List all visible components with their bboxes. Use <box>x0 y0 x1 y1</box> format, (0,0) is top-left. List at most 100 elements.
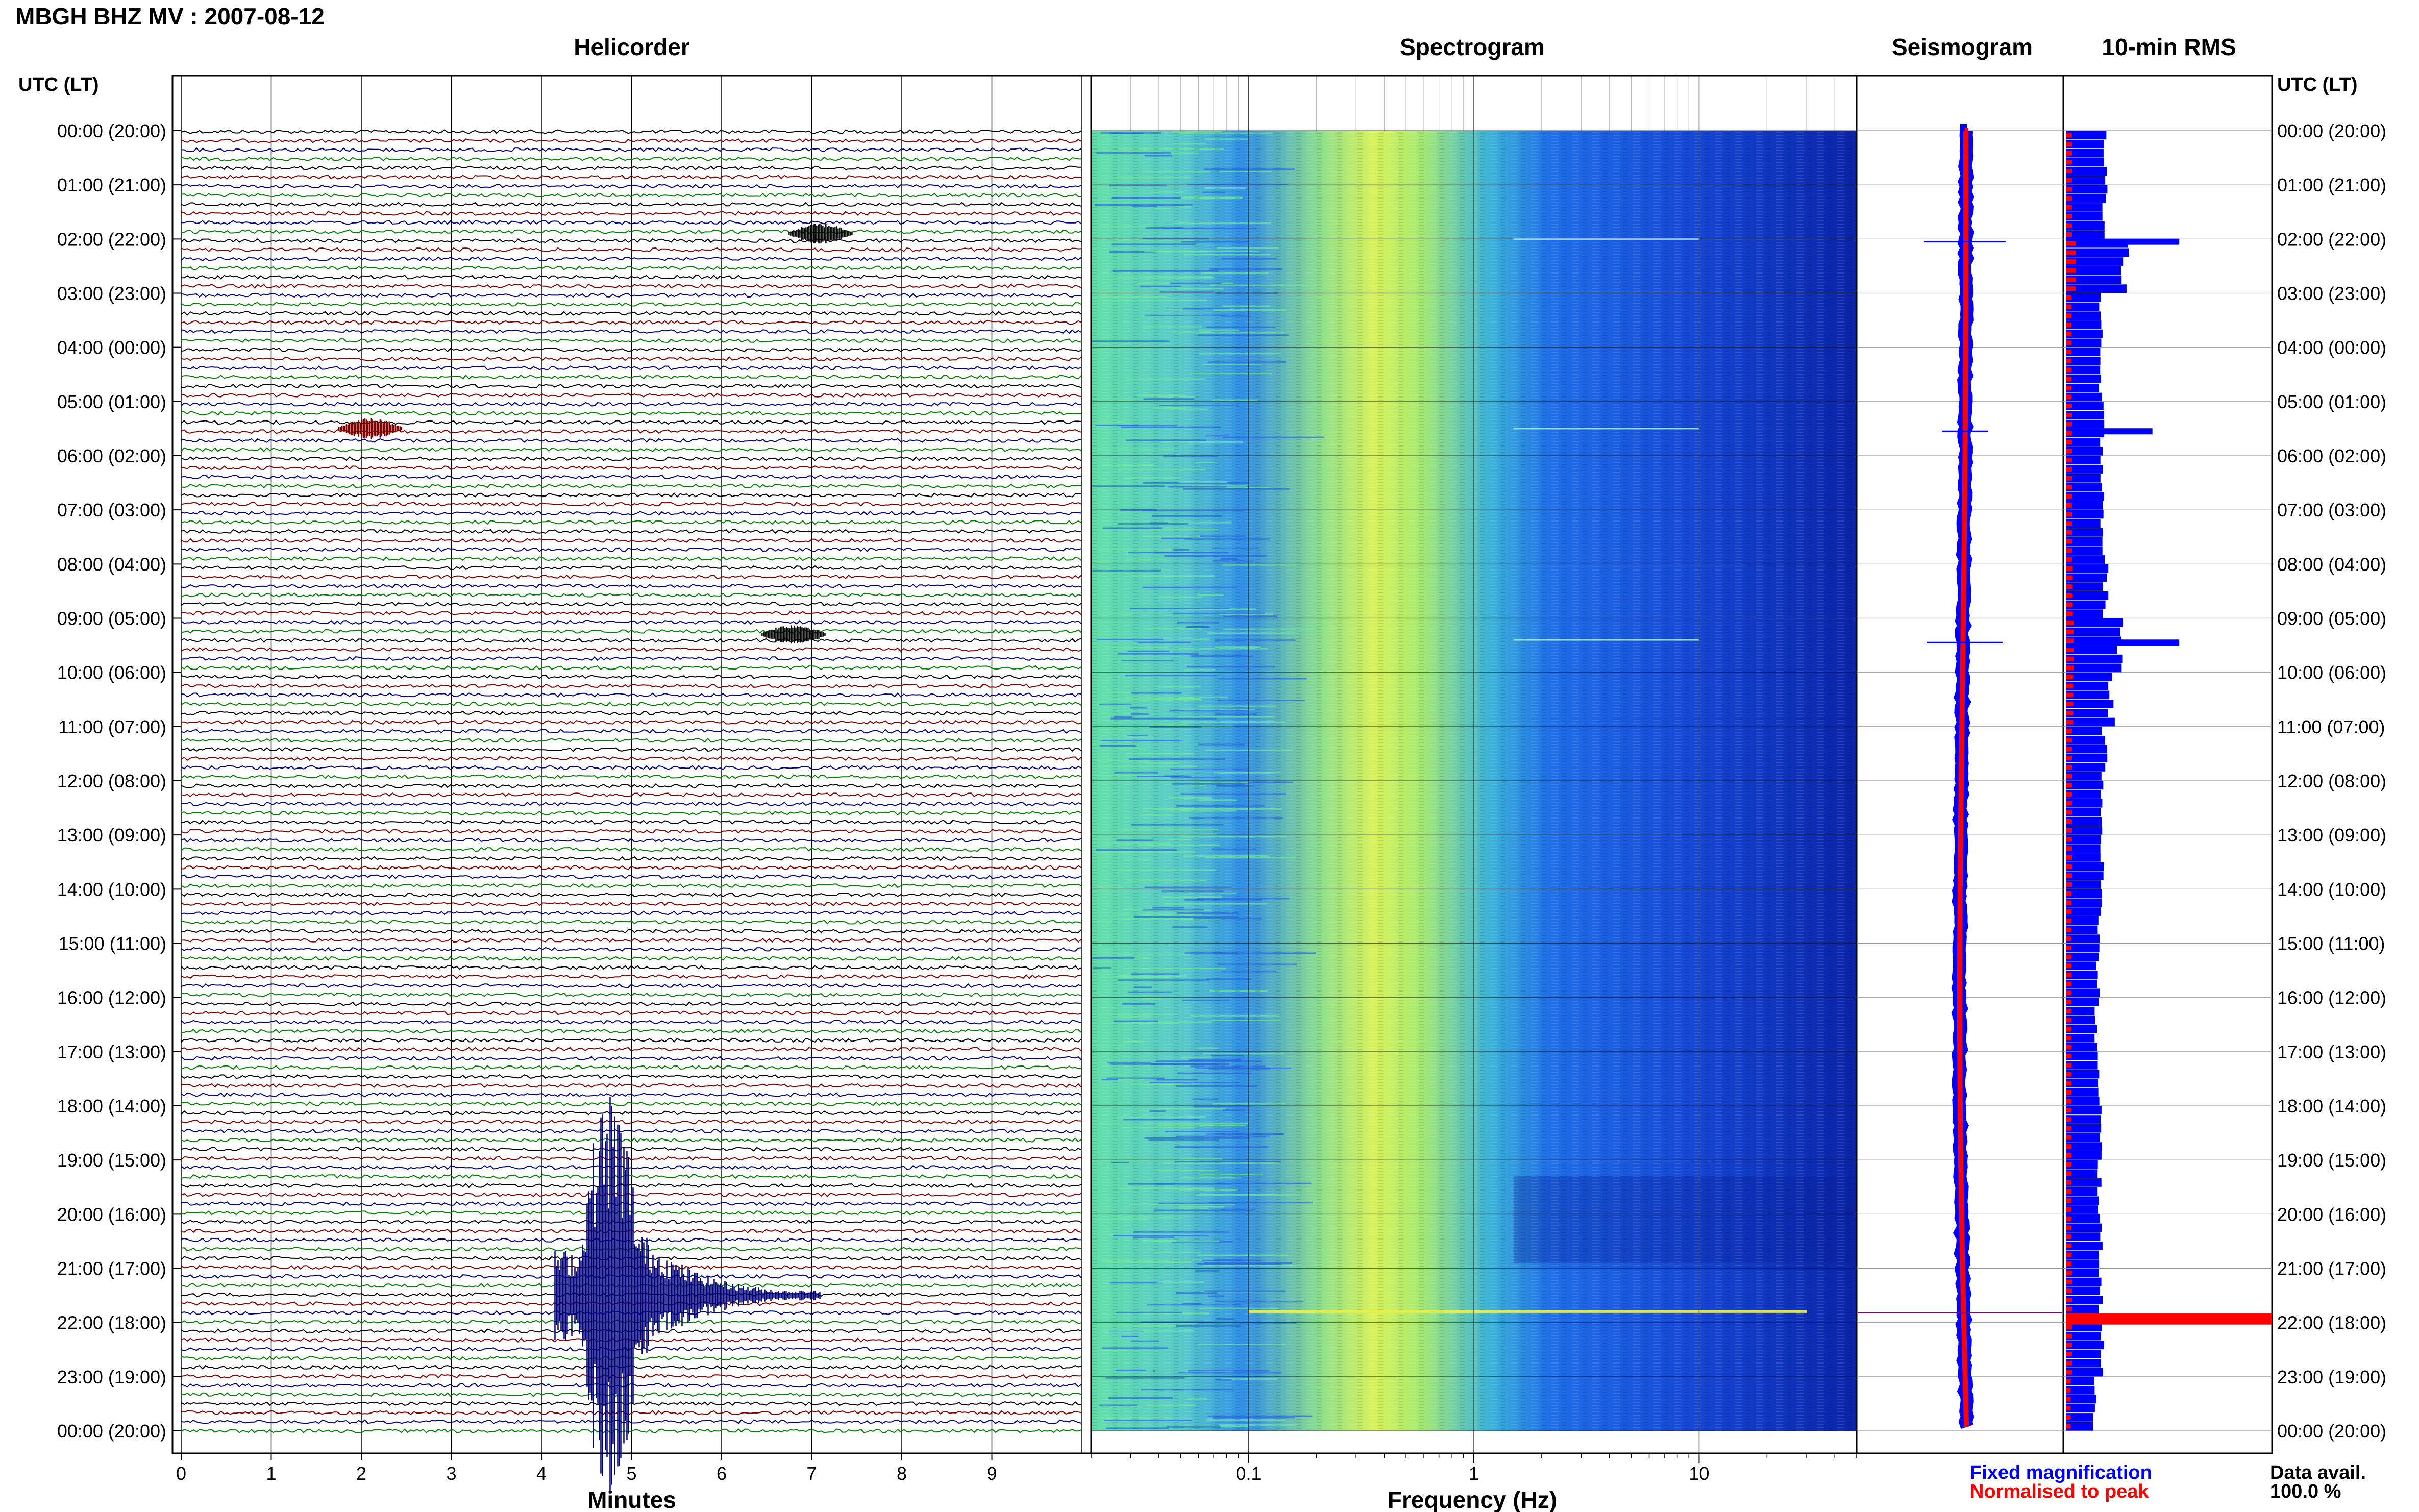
rms-fixed-bar <box>2066 447 2103 456</box>
rms-fixed-bar <box>2066 1196 2099 1205</box>
helicorder-trace <box>181 483 1082 489</box>
rms-fixed-bar <box>2066 510 2104 519</box>
rms-fixed-bar <box>2066 772 2102 781</box>
rms-fixed-bar <box>2066 375 2101 383</box>
helicorder-x-tick-label: 9 <box>986 1463 997 1484</box>
helicorder-trace <box>181 710 1082 716</box>
rms-normalised-bar <box>2066 1189 2071 1194</box>
rms-fixed-bar <box>2066 907 2101 916</box>
helicorder-trace <box>181 365 1082 370</box>
rms-panel <box>2062 75 2273 1454</box>
spectrogram-x-tick-label: 0.1 <box>1236 1463 1262 1484</box>
rms-normalised-bar <box>2066 1198 2071 1203</box>
rms-fixed-bar <box>2066 736 2105 745</box>
rms-normalised-bar <box>2066 783 2072 788</box>
rms-normalised-bar <box>2066 422 2072 427</box>
rms-fixed-bar <box>2066 1070 2100 1079</box>
rms-fixed-bar <box>2066 826 2103 835</box>
helicorder-trace <box>181 701 1082 707</box>
time-label-right: 05:00 (01:00) <box>2277 391 2386 412</box>
rms-normalised-bar <box>2066 981 2071 986</box>
helicorder-trace <box>181 292 1082 298</box>
rms-normalised-bar <box>2066 548 2072 553</box>
helicorder-trace <box>181 756 1082 761</box>
helicorder-trace <box>181 619 1082 625</box>
helicorder-trace <box>181 265 1082 270</box>
rms-normalised-bar <box>2066 1261 2071 1267</box>
rms-fixed-bar <box>2066 266 2121 275</box>
rms-fixed-bar <box>2066 1277 2102 1286</box>
rms-fixed-bar <box>2066 1304 2099 1313</box>
rms-fixed-bar <box>2066 203 2103 212</box>
helicorder-trace <box>181 138 1082 143</box>
rms-normalised-bar <box>2066 1343 2072 1348</box>
helicorder-trace <box>181 792 1082 798</box>
helicorder-trace <box>181 383 1082 389</box>
rms-normalised-bar <box>2066 521 2072 526</box>
rms-fixed-bar <box>2066 844 2101 853</box>
helicorder-trace <box>181 447 1082 453</box>
time-label-left: 15:00 (11:00) <box>59 933 166 954</box>
rms-normalised-bar <box>2066 864 2072 869</box>
helicorder-trace <box>181 837 1082 843</box>
rms-normalised-bar <box>2066 810 2072 815</box>
rms-normalised-bar <box>2066 377 2071 382</box>
rms-fixed-bar <box>2066 411 2104 419</box>
rms-normalised-bar <box>2066 476 2072 481</box>
helicorder-trace <box>181 165 1081 171</box>
helicorder-trace <box>181 602 1082 607</box>
rms-fixed-bar <box>2066 428 2153 435</box>
helicorder-trace <box>181 1037 1082 1043</box>
rms-normalised-bar <box>2066 936 2071 941</box>
rms-normalised-bar <box>2066 1333 2072 1339</box>
helicorder-trace <box>181 974 1082 979</box>
helicorder-x-tick-label: 2 <box>356 1463 366 1484</box>
rms-fixed-bar <box>2066 238 2180 245</box>
rms-fixed-bar <box>2066 799 2103 808</box>
rms-fixed-bar <box>2066 835 2101 844</box>
helicorder-trace <box>181 538 1082 543</box>
rms-fixed-bar <box>2066 690 2110 700</box>
time-label-left: 00:00 (20:00) <box>57 120 166 141</box>
rms-fixed-bar <box>2066 1025 2097 1033</box>
helicorder-trace <box>181 1028 1082 1034</box>
rms-fixed-bar <box>2066 988 2100 998</box>
helicorder-trace <box>181 1110 1082 1116</box>
helicorder-trace <box>181 311 1082 316</box>
time-label-left: 07:00 (03:00) <box>57 500 166 520</box>
rms-fixed-bar <box>2066 248 2129 257</box>
helicorder-trace <box>181 502 1082 507</box>
time-label-right: 23:00 (19:00) <box>2277 1367 2386 1387</box>
helicorder-trace <box>181 175 1081 180</box>
helicorder-x-tick-label: 0 <box>176 1463 186 1484</box>
rms-frame <box>2062 75 2273 1454</box>
time-label-right: 04:00 (00:00) <box>2277 337 2386 358</box>
rms-normalised-bar <box>2066 710 2074 715</box>
rms-fixed-bar <box>2066 717 2115 727</box>
rms-fixed-bar <box>2066 998 2099 1006</box>
rms-title: 10-min RMS <box>2102 34 2236 60</box>
rms-normalised-bar <box>2066 747 2072 752</box>
rms-normalised-bar <box>2066 1424 2071 1429</box>
helicorder-trace <box>181 556 1082 561</box>
rms-fixed-bar <box>2066 745 2107 754</box>
rms-fixed-bar <box>2066 148 2104 158</box>
helicorder-trace <box>181 992 1082 998</box>
helicorder-trace <box>181 847 1082 852</box>
helicorder-trace <box>181 683 1082 688</box>
rms-normalised-bar <box>2066 566 2073 571</box>
time-label-left: 03:00 (23:00) <box>57 283 166 304</box>
rms-fixed-bar <box>2066 1404 2095 1413</box>
rms-normalised-bar <box>2066 973 2071 977</box>
helicorder-trace <box>181 737 1082 743</box>
rms-fixed-bar <box>2066 284 2127 293</box>
rms-normalised-bar <box>2066 575 2073 580</box>
rms-normalised-bar <box>2066 683 2074 688</box>
time-label-right: 00:00 (20:00) <box>2277 1421 2386 1442</box>
time-label-right: 06:00 (02:00) <box>2277 445 2386 466</box>
spectrogram-x-tick-label: 1 <box>1469 1463 1479 1484</box>
rms-normalised-bar <box>2066 539 2072 544</box>
rms-normalised-bar <box>2066 720 2074 725</box>
helicorder-trace <box>181 629 1082 634</box>
